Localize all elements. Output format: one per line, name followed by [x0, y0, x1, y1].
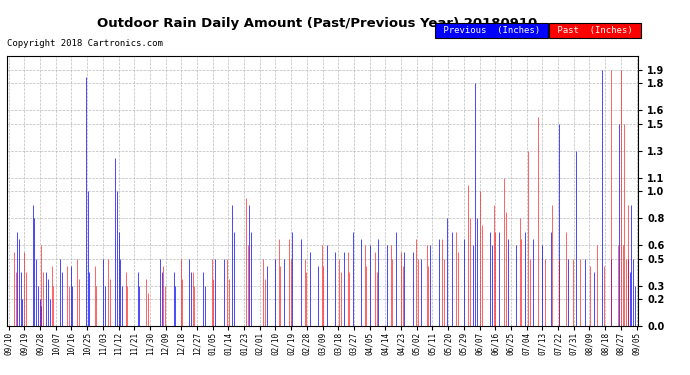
- Text: Outdoor Rain Daily Amount (Past/Previous Year) 20180910: Outdoor Rain Daily Amount (Past/Previous…: [97, 17, 538, 30]
- Text: Previous  (Inches): Previous (Inches): [438, 26, 546, 35]
- Text: Past  (Inches): Past (Inches): [552, 26, 638, 35]
- Text: Copyright 2018 Cartronics.com: Copyright 2018 Cartronics.com: [7, 39, 163, 48]
